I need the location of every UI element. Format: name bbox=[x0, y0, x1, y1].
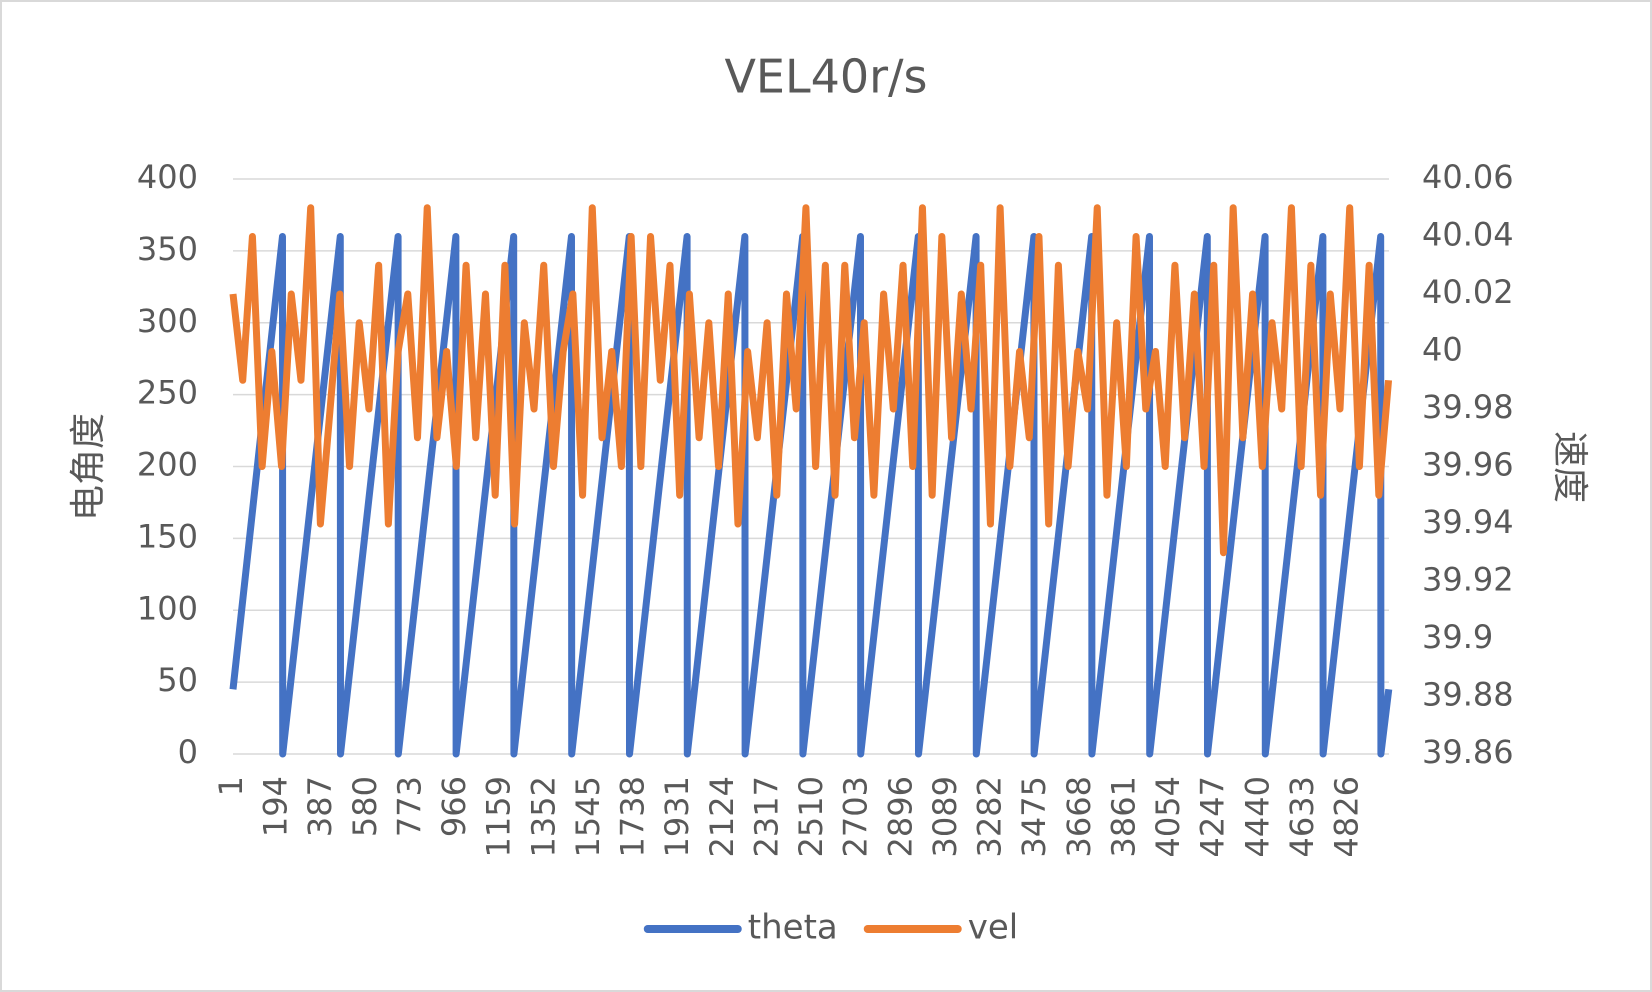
y2-tick-label: 39.9 bbox=[1422, 618, 1493, 656]
y2-tick-label: 39.96 bbox=[1422, 446, 1514, 484]
y2-tick-label: 40.06 bbox=[1422, 158, 1514, 196]
x-tick-label: 2317 bbox=[747, 776, 785, 857]
x-tick-label: 1931 bbox=[658, 776, 696, 857]
x-tick-label: 4633 bbox=[1283, 776, 1321, 857]
x-tick-label: 2896 bbox=[881, 776, 919, 857]
x-tick-label: 1159 bbox=[480, 776, 518, 857]
y-tick-label: 150 bbox=[137, 517, 198, 555]
x-tick-label: 4826 bbox=[1328, 776, 1366, 857]
x-tick-label: 3089 bbox=[926, 776, 964, 857]
y2-tick-label: 39.98 bbox=[1422, 388, 1514, 426]
y2-tick-label: 39.88 bbox=[1422, 676, 1514, 714]
x-tick-label: 3668 bbox=[1060, 776, 1098, 857]
x-tick-label: 1 bbox=[212, 776, 250, 796]
legend-label: vel bbox=[968, 908, 1019, 948]
y-tick-label: 250 bbox=[137, 374, 198, 412]
x-tick-label: 4247 bbox=[1194, 776, 1232, 857]
y-tick-label: 400 bbox=[137, 158, 198, 196]
x-tick-label: 966 bbox=[435, 776, 473, 837]
y-tick-label: 300 bbox=[137, 302, 198, 340]
legend: theta vel bbox=[643, 908, 1019, 948]
y2-tick-label: 40 bbox=[1422, 331, 1463, 369]
legend-label: theta bbox=[748, 908, 838, 948]
y-axis-title: 电角度 bbox=[68, 413, 109, 521]
y2-tick-label: 40.04 bbox=[1422, 216, 1514, 254]
x-tick-label: 2703 bbox=[837, 776, 875, 857]
y2-tick-label: 40.02 bbox=[1422, 273, 1514, 311]
y2-tick-label: 39.86 bbox=[1422, 733, 1514, 771]
y-tick-label: 200 bbox=[137, 446, 198, 484]
x-tick-label: 1545 bbox=[569, 776, 607, 857]
x-tick-label: 1738 bbox=[614, 776, 652, 857]
chart-title: VEL40r/s bbox=[724, 50, 927, 104]
x-tick-label: 4440 bbox=[1238, 776, 1276, 857]
x-tick-label: 4054 bbox=[1149, 776, 1187, 857]
x-tick-label: 773 bbox=[390, 776, 428, 837]
y2-axis-title: 速度 bbox=[1549, 431, 1590, 503]
y-tick-label: 100 bbox=[137, 589, 198, 627]
x-tick-label: 387 bbox=[301, 776, 339, 837]
x-tick-label: 580 bbox=[346, 776, 384, 837]
y2-tick-label: 39.92 bbox=[1422, 561, 1514, 599]
series-line bbox=[229, 204, 1393, 557]
x-tick-label: 3475 bbox=[1015, 776, 1053, 857]
y2-tick-label: 39.94 bbox=[1422, 503, 1514, 541]
y-tick-label: 50 bbox=[157, 661, 198, 699]
axis-labels: 0 50 100 150 200 250 300 350 400 39.86 39.88 39.9 39… bbox=[137, 158, 1514, 857]
x-tick-label: 3282 bbox=[971, 776, 1009, 857]
x-tick-label: 2124 bbox=[703, 776, 741, 857]
x-tick-label: 3861 bbox=[1104, 776, 1142, 857]
x-tick-label: 194 bbox=[257, 776, 295, 837]
x-tick-label: 2510 bbox=[792, 776, 830, 857]
y-tick-label: 0 bbox=[178, 733, 198, 771]
y-tick-label: 350 bbox=[137, 230, 198, 268]
plot-area bbox=[229, 204, 1393, 758]
x-tick-label: 1352 bbox=[524, 776, 562, 857]
